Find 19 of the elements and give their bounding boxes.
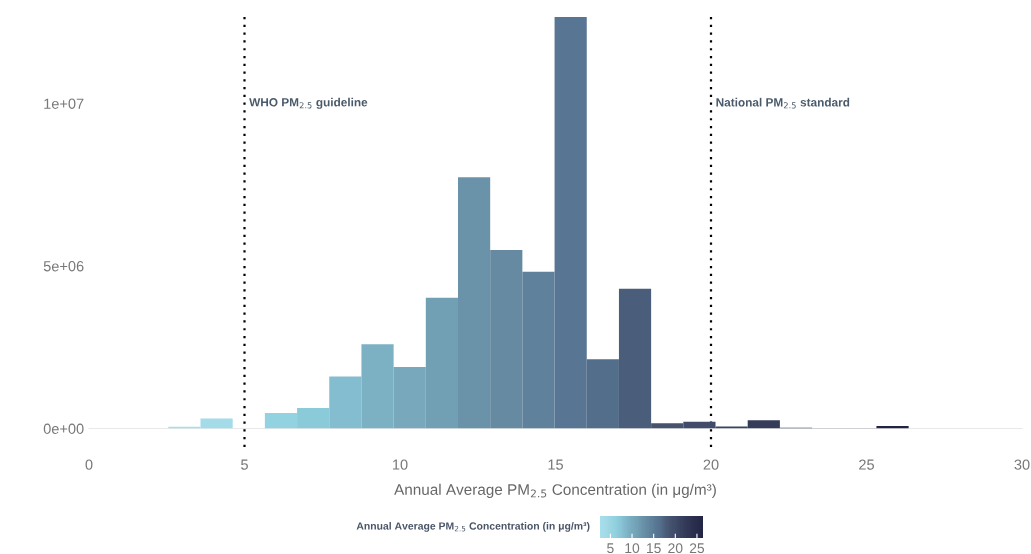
color-bar-label: 20 [668, 543, 683, 554]
ref-line-label: National PM$_{2.5}$ standard [716, 97, 850, 109]
color-bar-label: 15 [647, 543, 661, 554]
x-tick-label: 5 [241, 459, 248, 470]
color-bar-label: 5 [607, 543, 614, 554]
x-tick-label: 30 [1014, 459, 1030, 470]
y-tick-label: 0e+00 [43, 423, 84, 434]
color-bar-label: 25 [689, 543, 705, 554]
x-axis-title: Annual Average PM$_{2.5}$ Concentration (in μg/m³) [394, 483, 716, 498]
ref-line-label: WHO PM$_{2.5}$ guideline [249, 97, 368, 109]
x-tick-label: 15 [548, 459, 563, 470]
x-tick-label: 25 [859, 459, 874, 470]
x-tick-label: 20 [703, 459, 719, 470]
color-bar-title: Annual Average PM$_{2.5}$ Concentration (in μg/m³) [356, 522, 590, 532]
y-tick-label: 5e+06 [43, 261, 84, 272]
color-bar-label: 10 [625, 543, 640, 554]
x-tick-label: 10 [393, 459, 408, 470]
y-tick-label: 1e+07 [44, 98, 84, 109]
x-tick-label: 0 [85, 459, 93, 470]
